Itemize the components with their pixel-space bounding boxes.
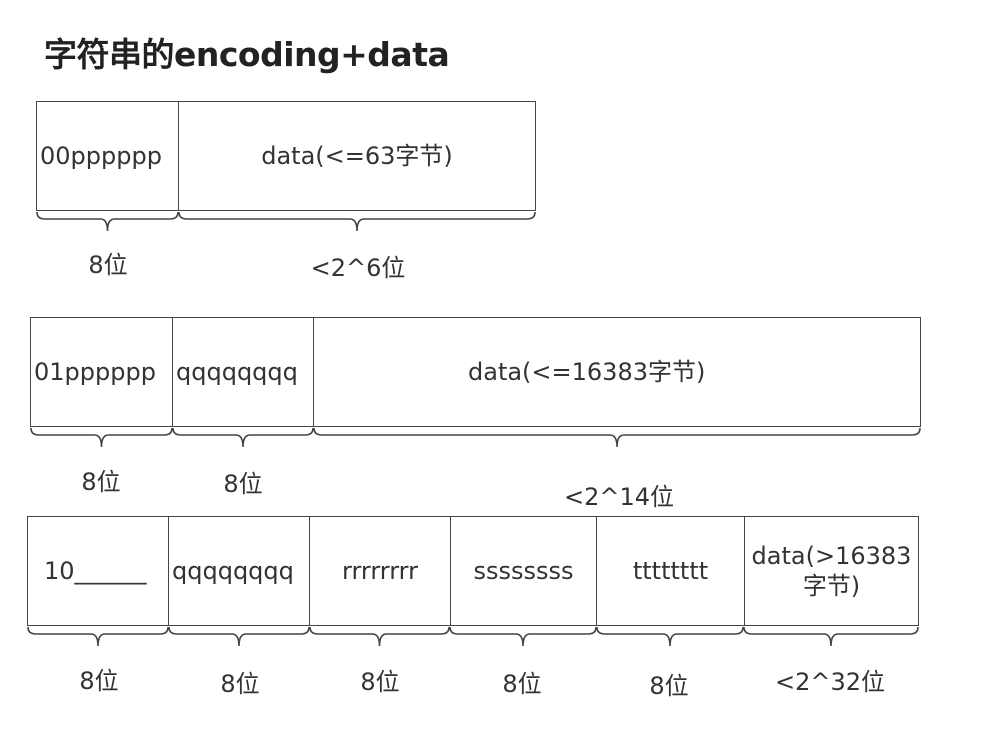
- bit-width-label: <2^32位: [774, 668, 886, 696]
- length-byte-cell: qqqqqqqq: [173, 318, 314, 426]
- brace: [36, 211, 179, 232]
- encoding-header-cell: 00pppppp: [37, 102, 179, 210]
- encoding-header-cell: 10______: [28, 517, 169, 625]
- length-byte-cell: qqqqqqqq: [169, 517, 310, 625]
- length-byte-cell: tttttttt: [597, 517, 745, 625]
- bit-width-label: 8位: [223, 470, 263, 498]
- encoding-row-2: 01pppppp qqqqqqqq data(<=16383字节): [30, 317, 921, 427]
- brace: [743, 626, 919, 647]
- data-cell: data(<=63字节): [261, 142, 453, 170]
- brace: [30, 427, 173, 448]
- length-byte-cell: ssssssss: [451, 517, 597, 625]
- bit-width-label: <2^6位: [310, 254, 406, 282]
- length-byte-cell: rrrrrrrr: [310, 517, 451, 625]
- brace: [313, 427, 921, 448]
- bit-width-label: <2^14位: [563, 483, 675, 511]
- brace: [449, 626, 597, 647]
- bit-width-label: 8位: [88, 251, 128, 279]
- bit-width-label: 8位: [220, 670, 260, 698]
- bit-width-label: 8位: [81, 468, 121, 496]
- data-cell: data(<=16383字节): [468, 358, 706, 386]
- encoding-header-cell: 01pppppp: [31, 318, 173, 426]
- brace: [27, 626, 169, 647]
- bit-width-label: 8位: [360, 668, 400, 696]
- data-cell: data(>16383字节): [751, 542, 912, 600]
- brace: [172, 427, 314, 448]
- brace: [596, 626, 744, 647]
- bit-width-label: 8位: [502, 670, 542, 698]
- brace: [178, 211, 536, 232]
- encoding-row-1: 00pppppp data(<=63字节): [36, 101, 536, 211]
- bit-width-label: 8位: [79, 667, 119, 695]
- brace: [309, 626, 450, 647]
- bit-width-label: 8位: [649, 672, 689, 700]
- diagram-title: 字符串的encoding+data: [44, 35, 450, 74]
- brace: [168, 626, 310, 647]
- encoding-row-3: 10______ qqqqqqqq rrrrrrrr ssssssss tttt…: [27, 516, 919, 626]
